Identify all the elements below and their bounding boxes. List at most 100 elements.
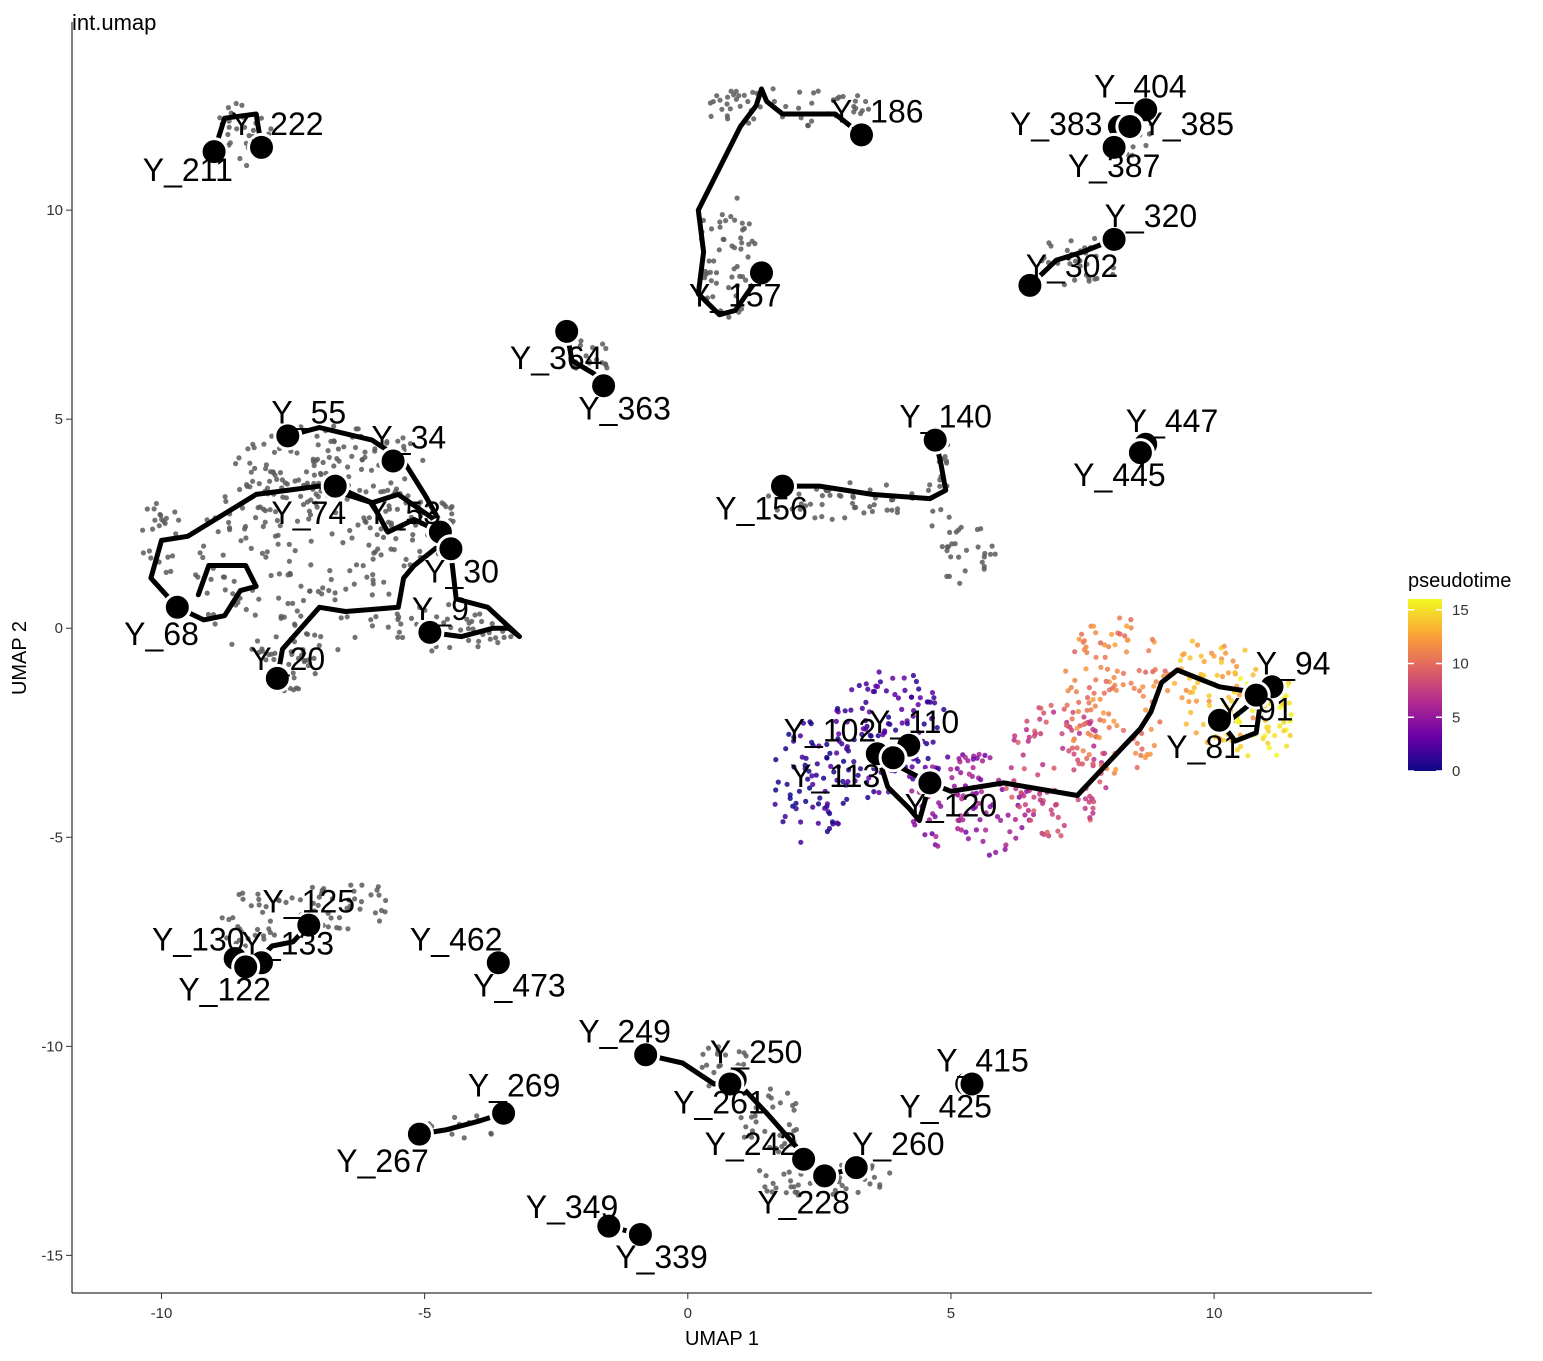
cell-point [195, 574, 201, 580]
cell-point [901, 675, 907, 681]
cell-point [932, 700, 938, 706]
cell-point [966, 771, 972, 777]
cell-point [1070, 738, 1077, 744]
cell-point [1083, 666, 1089, 672]
cell-point [1151, 683, 1157, 689]
cell-point [1005, 812, 1011, 818]
cell-point [736, 93, 742, 99]
cell-point [1093, 677, 1099, 683]
cell-point [385, 487, 391, 493]
cell-point [1204, 739, 1210, 746]
trajectory-node [1099, 132, 1129, 162]
cell-point [1267, 701, 1273, 707]
trajectory-node [1125, 438, 1155, 468]
cell-point [864, 779, 870, 785]
cell-point [1242, 647, 1248, 653]
cell-point [791, 738, 797, 744]
cell-point [909, 694, 915, 700]
cell-point [815, 88, 821, 94]
cell-point [1026, 734, 1032, 740]
cell-point [930, 508, 936, 514]
cell-point [286, 558, 292, 564]
cell-point [1097, 779, 1103, 785]
cell-point [396, 629, 402, 635]
cell-point [212, 621, 218, 627]
cell-point [341, 444, 347, 450]
cell-point [301, 659, 307, 665]
cell-point [805, 122, 811, 128]
cell-point [1129, 152, 1135, 158]
cell-point [1015, 739, 1021, 746]
cell-point [300, 501, 307, 508]
y-axis-ticks: -15 -10 -5 0 5 10 [41, 202, 72, 1264]
cell-point [274, 476, 280, 482]
cell-point [871, 789, 877, 795]
cell-point [1136, 667, 1142, 674]
cell-point [1048, 702, 1054, 708]
cell-point [224, 935, 230, 941]
cell-point [1031, 794, 1037, 800]
cell-point [372, 446, 378, 452]
cell-point [1183, 687, 1189, 693]
cell-point [358, 899, 365, 905]
cell-point [477, 611, 483, 617]
cell-point [1274, 752, 1280, 758]
cell-point [364, 574, 370, 580]
cell-point [335, 446, 341, 452]
cell-point [172, 509, 178, 515]
cell-point [834, 820, 840, 826]
cell-point [719, 106, 725, 112]
cell-point [1245, 753, 1251, 759]
cell-point [1091, 756, 1097, 762]
cell-point [345, 464, 351, 470]
cell-point [946, 514, 952, 520]
cell-point [253, 515, 259, 521]
cell-point [795, 1192, 801, 1198]
trajectory-node [378, 446, 408, 476]
legend-tick-label: 5 [1452, 709, 1460, 726]
cell-point [260, 909, 266, 915]
cell-point [1101, 690, 1107, 696]
cell-point [867, 1181, 873, 1187]
legend-tick-label: 10 [1452, 656, 1469, 673]
cell-point [846, 767, 852, 773]
cell-point [979, 758, 986, 764]
cell-point [448, 505, 454, 511]
cell-point [1236, 692, 1243, 698]
cell-point [866, 709, 873, 715]
legend-ticks: 0 5 10 15 [1408, 602, 1469, 780]
cell-point [773, 787, 779, 793]
cell-point [1112, 642, 1118, 648]
cell-point [929, 764, 936, 770]
cell-point [796, 491, 802, 497]
cell-point [763, 1173, 769, 1179]
cell-point [583, 353, 589, 359]
cell-point [877, 679, 884, 685]
cell-point [267, 507, 273, 513]
cell-point [971, 792, 978, 798]
cell-point [762, 1184, 768, 1190]
trajectory-nodes-layer [162, 95, 1287, 1249]
cell-point [791, 1128, 797, 1134]
node-label: Y_269 [468, 1068, 561, 1104]
trajectory-node [273, 421, 303, 451]
cell-point [982, 550, 988, 557]
cell-point [737, 273, 743, 279]
cell-point [1093, 630, 1099, 636]
cell-point [260, 523, 266, 530]
cell-point [256, 596, 262, 602]
cell-point [970, 756, 976, 762]
cell-point [877, 1182, 883, 1188]
cell-point [741, 1134, 748, 1140]
cell-point [176, 517, 182, 523]
cell-point [245, 936, 251, 942]
cell-point [331, 439, 337, 445]
cell-point [732, 217, 738, 223]
cell-point [1281, 719, 1287, 725]
x-tick-label: 0 [684, 1305, 692, 1322]
node-label: Y_415 [936, 1042, 1029, 1078]
cell-point [806, 768, 812, 774]
trajectory-path [1216, 692, 1264, 744]
cell-point [783, 1190, 789, 1196]
